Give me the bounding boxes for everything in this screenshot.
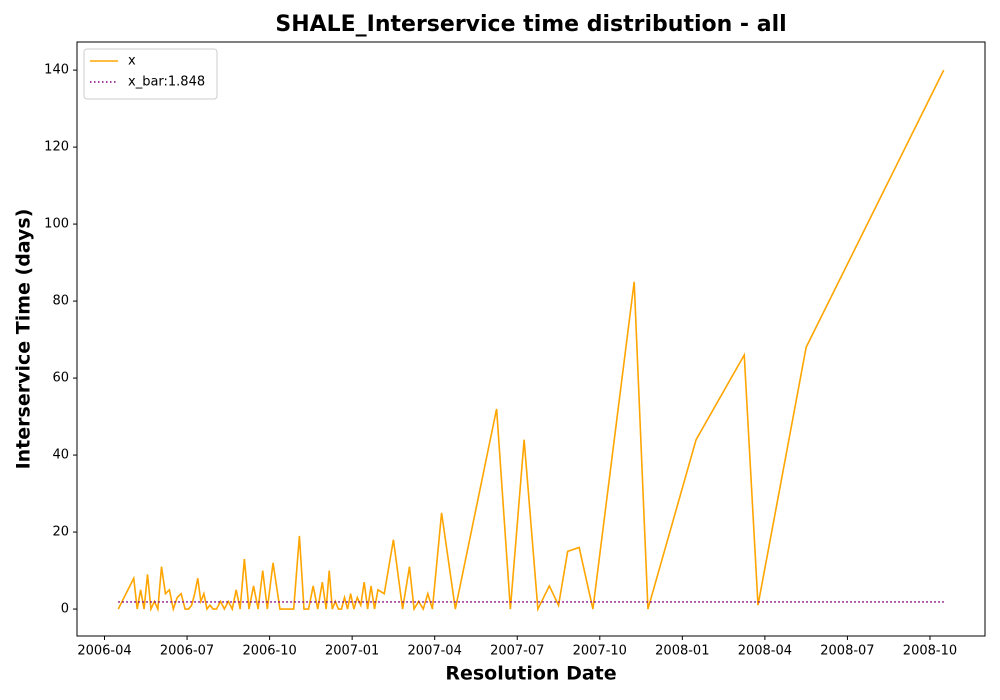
y-tick-label: 80 [52,294,69,309]
y-tick-label: 20 [52,525,69,540]
x-tick-label: 2007-01 [325,644,379,659]
x-tick-label: 2006-07 [160,644,214,659]
y-tick-label: 0 [61,602,69,617]
y-tick-label: 60 [52,371,69,386]
legend-label: x [128,54,136,69]
x-tick-label: 2007-10 [573,644,627,659]
legend-label: x_bar:1.848 [128,75,205,90]
x-tick-label: 2008-10 [903,644,957,659]
x-tick-label: 2008-04 [738,644,792,659]
y-tick-label: 140 [44,63,69,78]
x-tick-label: 2006-10 [242,644,296,659]
y-axis-label: Interservice Time (days) [13,209,35,470]
legend: x x_bar:1.848 [83,48,218,100]
x-tick-label: 2008-01 [655,644,709,659]
chart-title: SHALE_Interservice time distribution - a… [275,12,786,37]
data-line [117,69,945,613]
plot-frame [76,41,986,637]
y-tick-label: 40 [52,448,69,463]
x-axis-label: Resolution Date [445,663,616,685]
y-tick-label: 100 [44,217,69,232]
x-tick-label: 2008-07 [820,644,874,659]
y-tick-label: 120 [44,140,69,155]
x-tick-label: 2007-07 [490,644,544,659]
x-tick-label: 2006-04 [77,644,131,659]
x-tick-label: 2007-04 [408,644,462,659]
